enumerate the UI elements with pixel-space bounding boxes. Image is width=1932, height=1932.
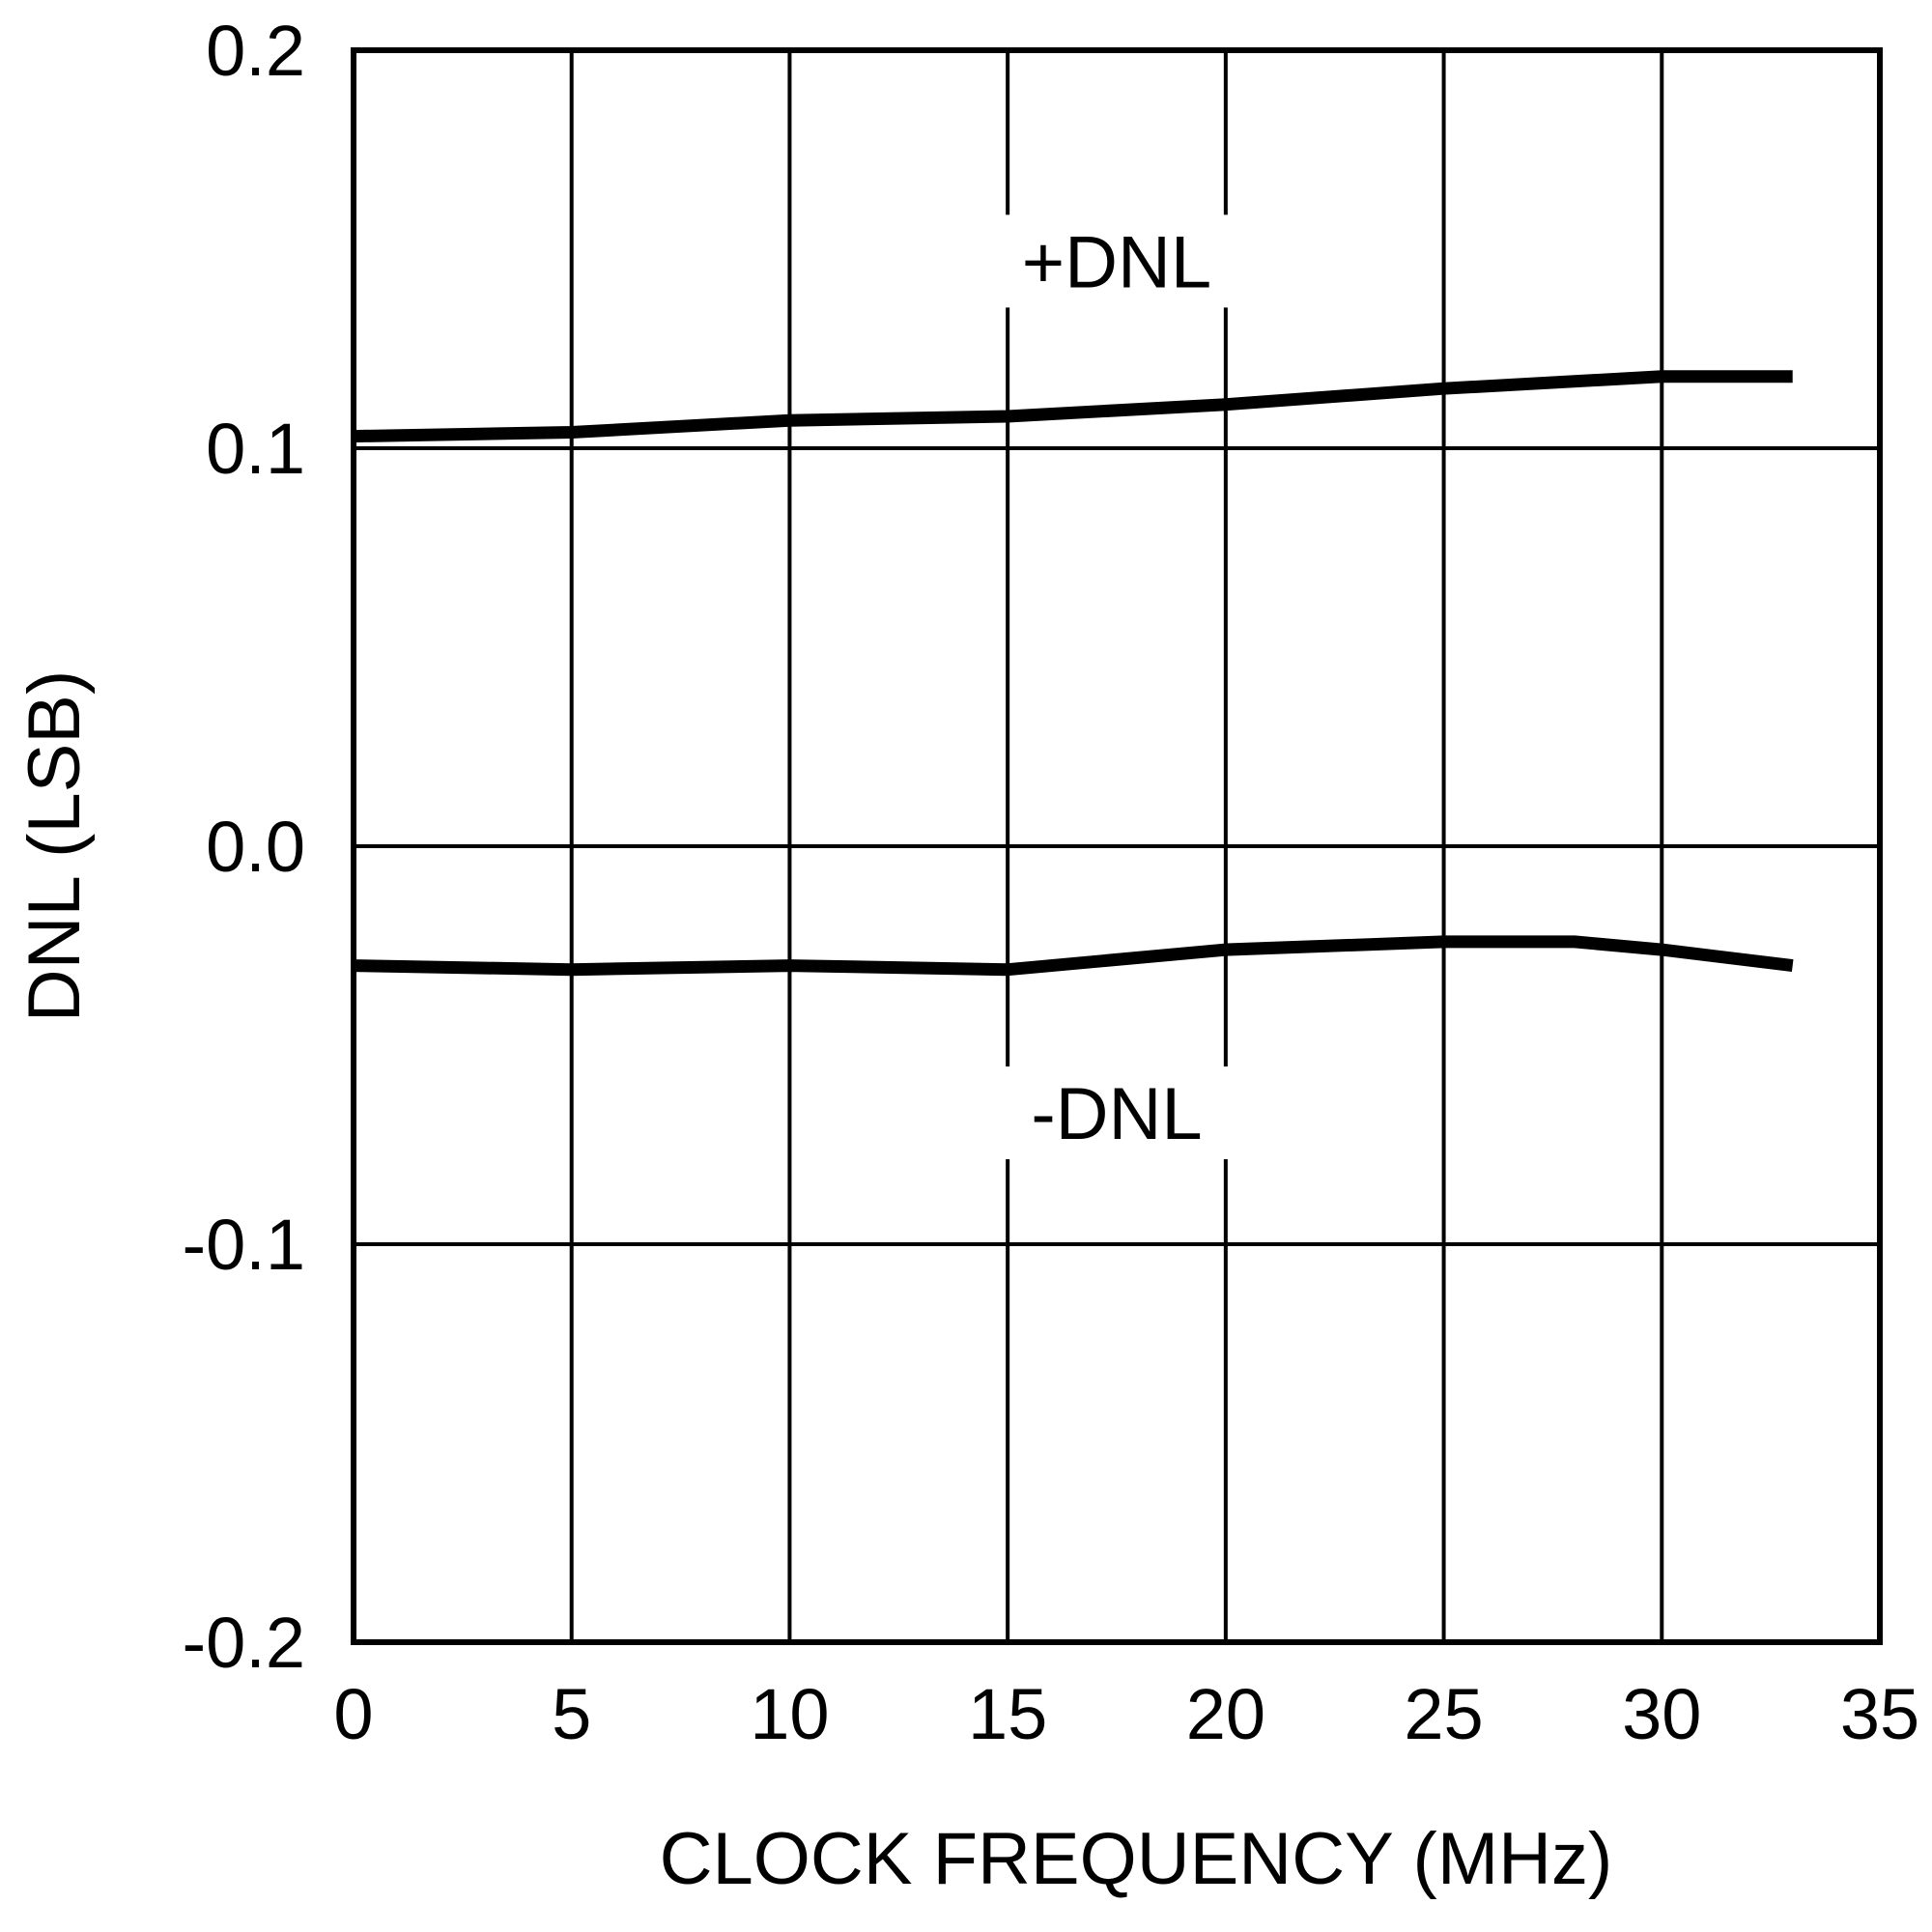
- y-tick-labels: 0.2 0.1 0.0 -0.1 -0.2: [182, 11, 305, 1683]
- negative-dnl-label-background: [1003, 1066, 1231, 1160]
- series-line-positive-dnl: [353, 370, 1793, 443]
- x-tick-label: 15: [968, 1674, 1047, 1754]
- x-tick-label: 35: [1840, 1674, 1919, 1754]
- y-tick-label: -0.1: [182, 1205, 305, 1285]
- x-tick-labels: 0 5 10 15 20 25 30 35: [333, 1674, 1919, 1754]
- series-labels: +DNL -DNL: [1022, 221, 1211, 1155]
- series-label-backgrounds: [1003, 214, 1231, 1160]
- series-label-negative-dnl: -DNL: [1031, 1073, 1202, 1155]
- x-tick-label: 20: [1186, 1674, 1265, 1754]
- grid: [354, 50, 1880, 1642]
- series-label-positive-dnl: +DNL: [1022, 221, 1211, 303]
- y-tick-label: -0.2: [182, 1603, 305, 1683]
- x-tick-label: 0: [333, 1674, 373, 1754]
- x-axis-title: CLOCK FREQUENCY (MHz): [660, 1818, 1613, 1900]
- x-tick-label: 30: [1622, 1674, 1701, 1754]
- y-axis-title: DNL (LSB): [14, 670, 96, 1023]
- positive-dnl-label-background: [1003, 214, 1231, 308]
- y-tick-label: 0.0: [206, 807, 305, 887]
- series-line-negative-dnl: [353, 935, 1794, 977]
- series-lines: [353, 370, 1794, 977]
- x-tick-label: 25: [1404, 1674, 1483, 1754]
- x-tick-label: 5: [552, 1674, 591, 1754]
- y-tick-label: 0.1: [206, 409, 305, 489]
- x-tick-label: 10: [750, 1674, 829, 1754]
- y-tick-label: 0.2: [206, 11, 305, 91]
- plot-frame: [351, 47, 1883, 1645]
